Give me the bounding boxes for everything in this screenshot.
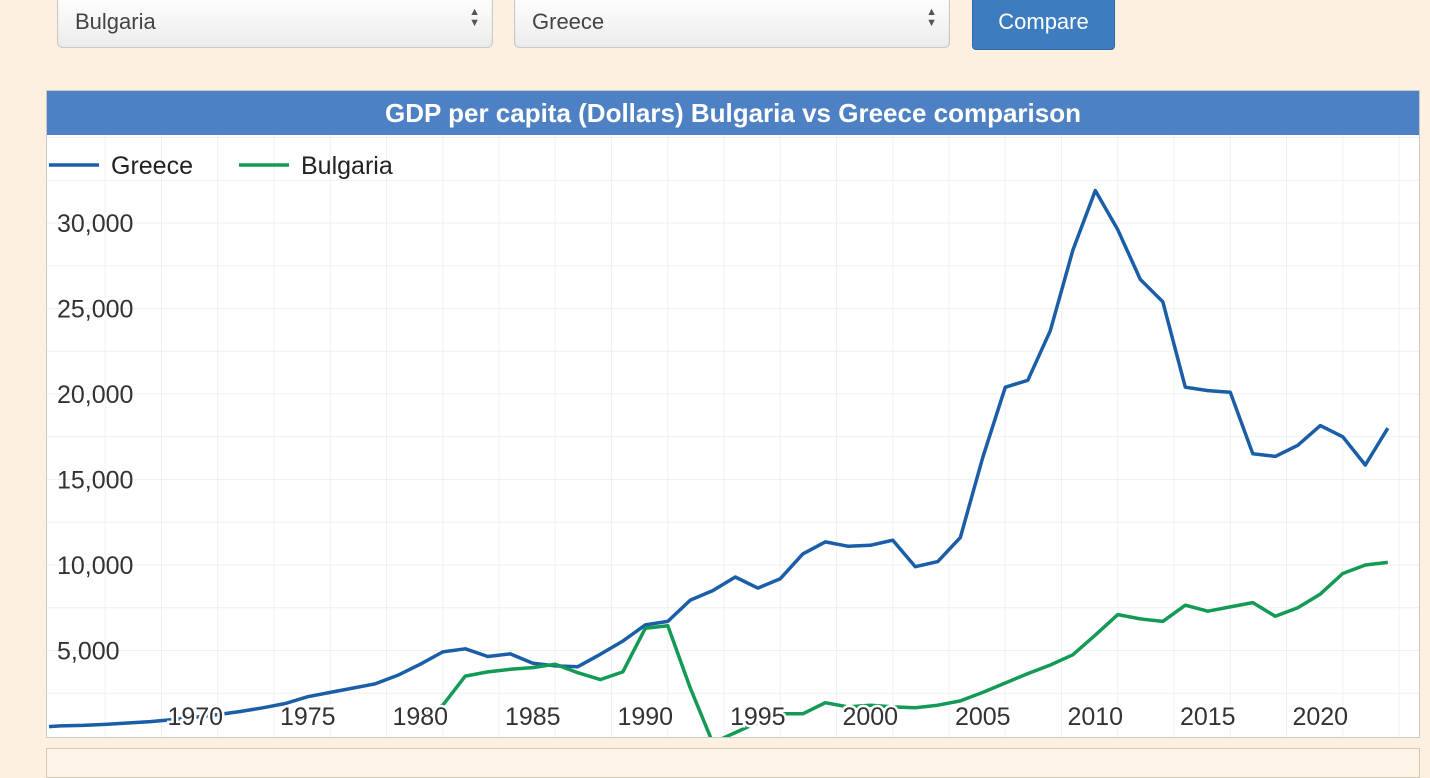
- series-line-bulgaria: [419, 560, 1389, 737]
- x-tick-label: 2005: [955, 703, 1011, 731]
- legend-label-greece: Greece: [111, 152, 193, 180]
- bottom-panel: [46, 748, 1420, 778]
- select-arrows-icon: ▲ ▼: [926, 6, 937, 29]
- x-tick-label: 1990: [617, 703, 673, 731]
- country-select-2[interactable]: Greece ▲ ▼: [514, 0, 950, 48]
- x-tick-label: 1995: [730, 703, 786, 731]
- country-select-1[interactable]: Bulgaria ▲ ▼: [57, 0, 493, 48]
- chart-panel: GDP per capita (Dollars) Bulgaria vs Gre…: [46, 90, 1420, 738]
- y-tick-label: 10,000: [57, 552, 133, 580]
- legend-label-bulgaria: Bulgaria: [301, 152, 393, 180]
- y-tick-label: 30,000: [57, 210, 133, 238]
- country-select-1-value: Bulgaria: [75, 9, 156, 34]
- y-tick-label: 20,000: [57, 381, 133, 409]
- x-tick-label: 2020: [1292, 703, 1348, 731]
- x-tick-label: 1970: [167, 703, 223, 731]
- y-tick-label: 15,000: [57, 467, 133, 495]
- compare-button[interactable]: Compare: [972, 0, 1115, 50]
- x-tick-label: 1975: [280, 703, 336, 731]
- y-tick-label: 25,000: [57, 296, 133, 324]
- line-chart: 5,000 10,000 15,000 20,000 25,000 30,000 1970 1…: [47, 135, 1419, 737]
- x-tick-label: 2010: [1067, 703, 1123, 731]
- chart-title: GDP per capita (Dollars) Bulgaria vs Gre…: [47, 91, 1419, 135]
- x-tick-label: 1985: [505, 703, 561, 731]
- y-tick-label: 5,000: [57, 638, 120, 666]
- series-line-greece: [48, 188, 1390, 729]
- select-arrows-icon: ▲ ▼: [469, 6, 480, 29]
- country-select-2-value: Greece: [532, 9, 605, 34]
- x-tick-label: 2015: [1180, 703, 1236, 731]
- x-tick-label: 2000: [842, 703, 898, 731]
- x-tick-label: 1980: [392, 703, 448, 731]
